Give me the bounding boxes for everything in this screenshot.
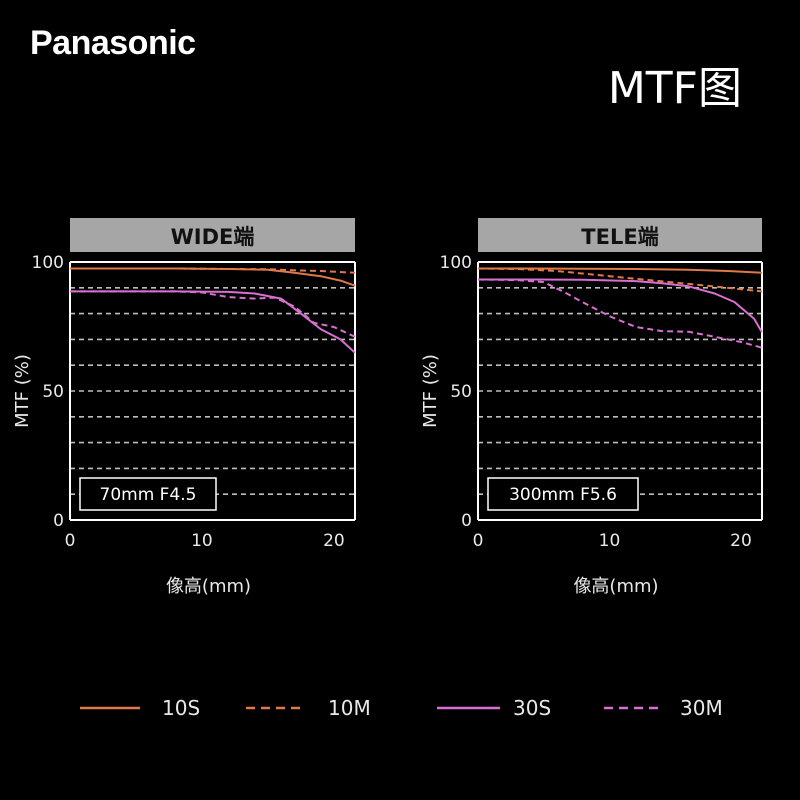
x-tick-label: 0 [65, 531, 76, 551]
y-tick-label: 50 [450, 382, 472, 402]
legend-label: 10S [162, 696, 200, 720]
x-tick-label: 10 [191, 531, 213, 551]
legend-item-10s: 10S [80, 696, 200, 720]
lens-spec-label: 300mm F5.6 [509, 485, 617, 505]
x-axis-label: 像高(mm) [573, 576, 658, 597]
legend-item-30s: 30S [437, 696, 551, 720]
series-line-30s [70, 290, 356, 354]
y-tick-label: 50 [42, 382, 64, 402]
series-line-30s [478, 278, 763, 333]
legend-item-10m: 10M [246, 696, 371, 720]
mtf-panel-wide: WIDE端 0 50 100 0 10 20 MTF (%) 像高(mm) 70mm F4.5 [12, 218, 356, 597]
x-axis-label: 像高(mm) [166, 576, 251, 597]
series-line-10m [70, 267, 356, 274]
x-tick-label: 10 [599, 531, 621, 551]
panel-header-bar [70, 218, 355, 252]
y-axis-label: MTF (%) [12, 354, 33, 428]
y-tick-label: 0 [53, 511, 64, 531]
brand-logo: Panasonic [30, 24, 196, 62]
panel-title: WIDE端 [171, 225, 255, 249]
page-title: MTF图 [607, 63, 742, 114]
y-tick-label: 100 [32, 253, 64, 273]
y-tick-label: 100 [440, 253, 472, 273]
lens-spec-box [79, 477, 217, 511]
panel-header-bar [478, 218, 762, 252]
series-line-30m [70, 290, 356, 338]
x-tick-label: 20 [730, 531, 752, 551]
x-tick-label: 20 [323, 531, 345, 551]
lens-spec-box [487, 477, 639, 511]
y-axis-label: MTF (%) [420, 354, 441, 428]
legend-label: 30S [513, 696, 551, 720]
mtf-panel-tele: TELE端 0 50 100 0 10 20 MTF (%) 像高(mm) 300mm F5.6 [420, 218, 763, 597]
legend-item-30m: 30M [604, 696, 723, 720]
series-line-10s [478, 267, 763, 274]
legend-label: 10M [328, 696, 371, 720]
series-line-30m [477, 278, 763, 349]
x-tick-label: 0 [473, 531, 484, 551]
panel-title: TELE端 [581, 225, 658, 249]
series-line-10m [477, 267, 763, 293]
y-tick-label: 0 [461, 511, 472, 531]
lens-spec-label: 70mm F4.5 [100, 485, 197, 505]
legend-label: 30M [680, 696, 723, 720]
